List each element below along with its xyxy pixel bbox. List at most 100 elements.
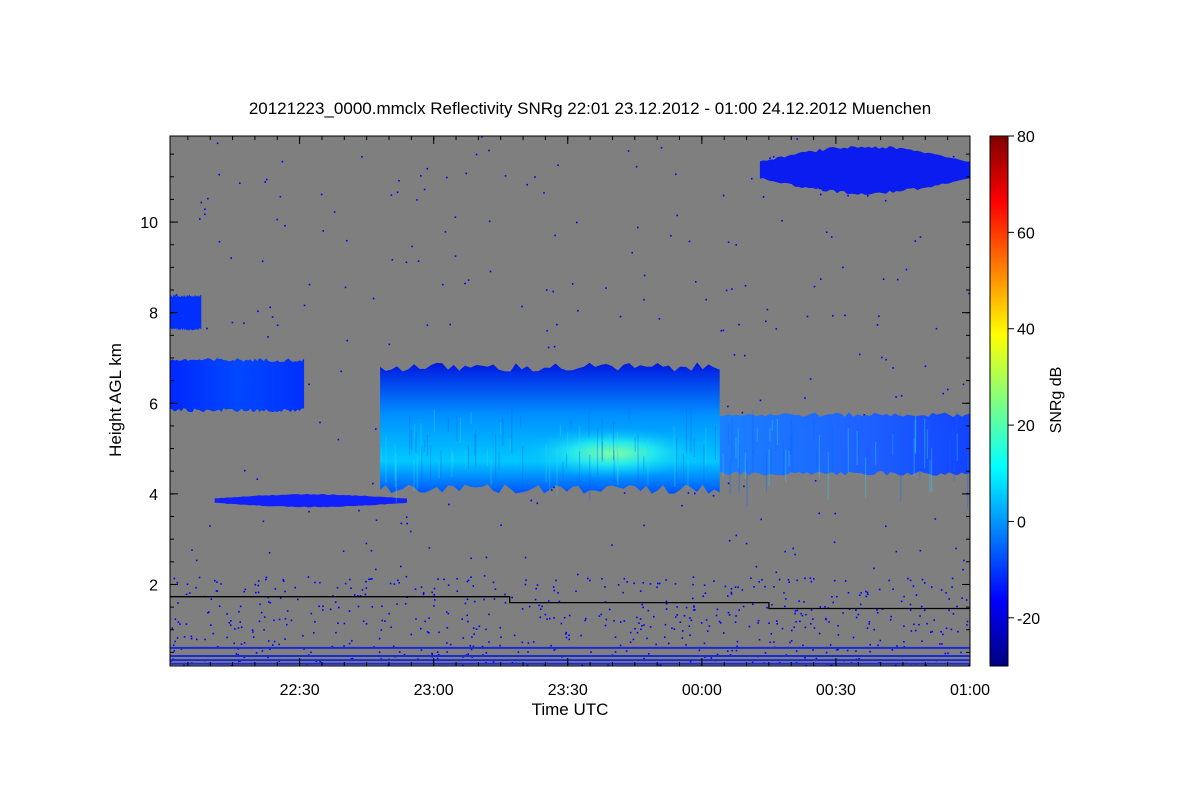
noise-pixel — [766, 606, 768, 609]
noise-pixel — [375, 519, 378, 521]
noise-pixel — [765, 320, 767, 323]
noise-pixel — [433, 587, 436, 590]
noise-pixel — [174, 618, 177, 620]
noise-pixel — [320, 193, 323, 196]
noise-pixel — [410, 633, 412, 636]
noise-pixel — [475, 628, 478, 630]
noise-pixel — [768, 622, 770, 624]
noise-pixel — [931, 586, 933, 588]
noise-pixel — [600, 613, 603, 616]
noise-pixel — [437, 653, 440, 656]
noise-pixel — [308, 383, 310, 386]
noise-pixel — [743, 485, 745, 488]
noise-pixel — [744, 354, 746, 357]
noise-pixel — [730, 588, 733, 590]
noise-pixel — [521, 305, 523, 308]
noise-pixel — [601, 578, 603, 580]
noise-pixel — [819, 606, 822, 608]
noise-pixel — [400, 565, 402, 568]
noise-pixel — [689, 634, 691, 636]
noise-pixel — [700, 622, 703, 624]
noise-pixel — [433, 594, 435, 596]
noise-pixel — [365, 587, 368, 589]
y-tick-label: 4 — [149, 487, 158, 504]
noise-pixel — [692, 576, 695, 578]
noise-pixel — [467, 579, 470, 582]
noise-pixel — [773, 586, 775, 588]
noise-pixel — [859, 594, 861, 596]
noise-pixel — [346, 239, 348, 242]
colorbar-ticks: -20 0 20 40 60 80 — [1008, 129, 1040, 628]
noise-pixel — [764, 652, 767, 654]
noise-pixel — [614, 636, 617, 638]
noise-pixel — [431, 654, 434, 656]
noise-pixel — [689, 617, 691, 619]
noise-pixel — [905, 268, 908, 271]
noise-pixel — [837, 648, 839, 651]
noise-pixel — [334, 601, 337, 603]
noise-pixel — [802, 644, 804, 647]
noise-pixel — [198, 576, 201, 579]
noise-pixel — [881, 356, 883, 359]
noise-pixel — [643, 524, 645, 527]
noise-pixel — [464, 282, 466, 285]
noise-pixel — [378, 637, 381, 640]
noise-pixel — [771, 604, 773, 606]
noise-pixel — [264, 181, 266, 183]
noise-pixel — [866, 591, 869, 594]
noise-pixel — [431, 591, 433, 594]
noise-pixel — [244, 469, 246, 472]
noise-pixel — [702, 595, 704, 597]
noise-pixel — [349, 578, 351, 581]
noise-pixel — [183, 664, 185, 666]
noise-pixel — [832, 315, 834, 317]
noise-pixel — [775, 571, 778, 574]
noise-pixel — [552, 586, 555, 588]
noise-pixel — [921, 578, 924, 581]
noise-pixel — [276, 324, 279, 327]
noise-pixel — [185, 623, 188, 625]
noise-pixel — [698, 649, 701, 652]
noise-pixel — [370, 549, 373, 552]
noise-pixel — [552, 290, 554, 293]
noise-pixel — [353, 594, 356, 596]
noise-pixel — [378, 651, 381, 654]
noise-pixel — [909, 609, 912, 611]
noise-pixel — [380, 658, 383, 660]
noise-pixel — [673, 628, 676, 630]
noise-pixel — [543, 192, 545, 194]
noise-pixel — [524, 556, 527, 559]
noise-pixel — [426, 631, 429, 633]
noise-pixel — [527, 642, 530, 644]
noise-pixel — [257, 591, 260, 594]
noise-pixel — [913, 623, 915, 626]
noise-pixel — [482, 654, 484, 656]
noise-pixel — [499, 644, 501, 647]
x-tick-label: 23:00 — [414, 682, 454, 699]
noise-pixel — [414, 588, 417, 590]
noise-pixel — [258, 620, 261, 623]
noise-pixel — [212, 632, 215, 635]
noise-pixel — [876, 324, 879, 326]
noise-pixel — [694, 492, 696, 495]
noise-pixel — [720, 329, 722, 332]
noise-pixel — [553, 649, 555, 651]
noise-pixel — [658, 318, 661, 320]
noise-pixel — [310, 612, 313, 615]
noise-pixel — [308, 510, 310, 513]
colorbar-tick-label: -20 — [1017, 611, 1040, 628]
noise-pixel — [322, 230, 324, 232]
noise-pixel — [766, 308, 769, 311]
noise-pixel — [812, 618, 814, 620]
noise-pixel — [623, 492, 626, 494]
noise-pixel — [173, 577, 176, 580]
noise-pixel — [704, 656, 706, 658]
noise-pixel — [449, 643, 452, 646]
plot-area — [170, 136, 970, 666]
noise-pixel — [907, 577, 909, 580]
noise-pixel — [629, 641, 632, 643]
noise-pixel — [234, 628, 236, 630]
noise-pixel — [784, 550, 786, 553]
noise-pixel — [895, 664, 897, 666]
noise-pixel — [397, 579, 399, 582]
